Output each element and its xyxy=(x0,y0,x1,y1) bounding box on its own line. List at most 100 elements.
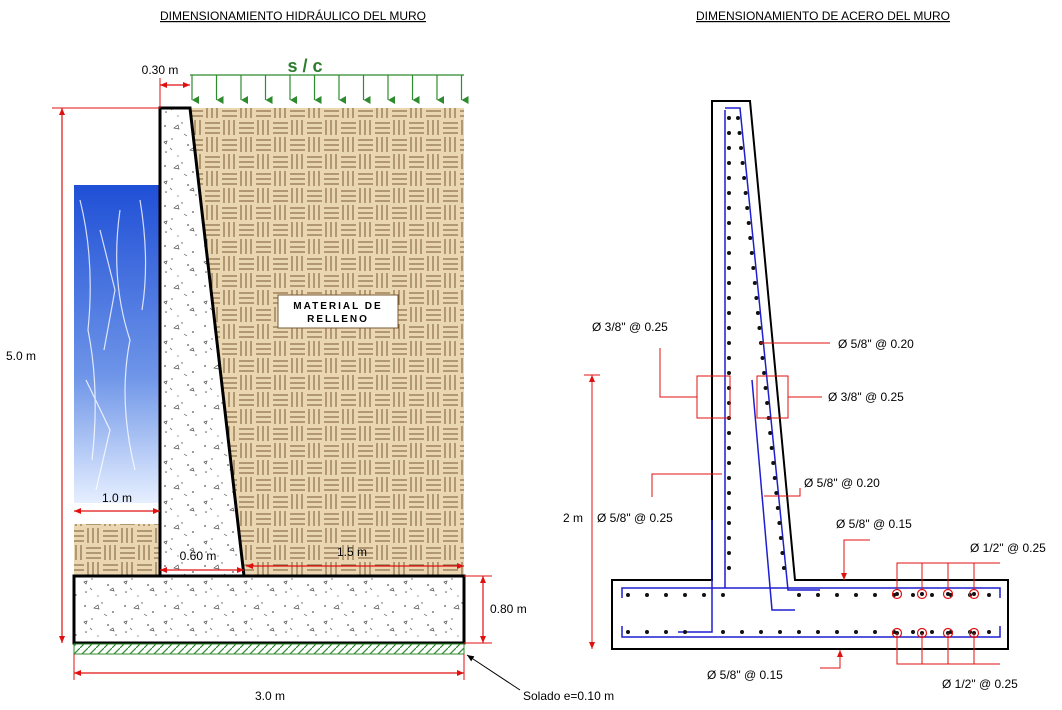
rebar-dot xyxy=(645,593,649,597)
rebar-dot xyxy=(736,116,740,120)
rebar-dot xyxy=(727,206,731,210)
rebar-dot xyxy=(746,221,751,225)
rebar-dot xyxy=(911,630,915,634)
rebar-dot xyxy=(721,593,725,597)
surcharge-arrows xyxy=(191,75,469,104)
transverse-bar-dot xyxy=(946,592,950,596)
rebar-dot xyxy=(835,630,839,634)
heel-dimension: 1.5 m xyxy=(337,545,367,559)
rebar-dot xyxy=(749,251,754,255)
rebar-dot xyxy=(727,116,731,120)
solado-leader xyxy=(466,654,521,691)
rebar-dot xyxy=(771,461,776,465)
height-dimension: 5.0 m xyxy=(6,349,36,363)
rebar-dot xyxy=(911,593,915,597)
rebar-dot xyxy=(702,593,706,597)
rebar-dot xyxy=(772,476,777,480)
rebar-dot xyxy=(727,236,731,240)
label-stem-back-horizontal: Ø 3/8" @ 0.25 xyxy=(828,390,904,404)
rebar-dot xyxy=(778,536,783,540)
rebar-dot xyxy=(745,206,750,210)
rebar-dot xyxy=(778,630,782,634)
rebar-dot xyxy=(727,536,731,540)
rebar-dot xyxy=(727,431,731,435)
rebar-dot xyxy=(727,191,731,195)
stem-base-dimension: 0.60 m xyxy=(180,549,217,563)
solado-layer xyxy=(73,643,465,655)
rebar-dots xyxy=(626,116,991,634)
rebar-dot xyxy=(769,446,774,450)
rebar-dot xyxy=(727,221,731,225)
rebar-dot xyxy=(626,593,630,597)
rebar-dot xyxy=(727,131,731,135)
rebar-dot xyxy=(748,236,753,240)
rebar-dot xyxy=(626,630,630,634)
rebar-dot xyxy=(727,281,731,285)
label-stem-front-lower: Ø 5/8" @ 0.25 xyxy=(597,511,673,525)
transverse-bar-dot xyxy=(920,592,924,596)
rebar-dot xyxy=(737,131,742,135)
rebar-dot xyxy=(854,593,858,597)
water-reflections xyxy=(79,199,147,491)
rebar-dot xyxy=(727,266,731,270)
rebar-dot xyxy=(987,630,991,634)
rebar-dot xyxy=(873,630,877,634)
label-stem-back-upper: Ø 5/8" @ 0.20 xyxy=(838,337,914,351)
rebar-dot xyxy=(742,176,747,180)
rebar-dot xyxy=(664,630,668,634)
rebar-dot xyxy=(727,311,731,315)
rebar-dot xyxy=(727,161,731,165)
rebar-dot xyxy=(740,161,745,165)
rebar-dot xyxy=(664,593,668,597)
rebar-dot xyxy=(727,341,731,345)
footing-top-bar xyxy=(621,587,1001,598)
steel-leaders xyxy=(584,342,1000,669)
rebar-dot xyxy=(752,281,757,285)
crown-dimension: 0.30 m xyxy=(142,63,179,77)
rebar-dot xyxy=(777,521,782,525)
rebar-dot xyxy=(757,326,762,330)
rebar-dot xyxy=(727,551,731,555)
rebar-dot xyxy=(760,356,765,360)
transverse-bar-dot xyxy=(972,592,976,596)
rebar-dot xyxy=(727,446,731,450)
stem-back-bar-lower xyxy=(751,379,795,611)
rebar-dot xyxy=(780,551,785,555)
solado-label: Solado e=0.10 m xyxy=(523,689,614,703)
rebar-dot xyxy=(727,476,731,480)
rebar-dot xyxy=(987,593,991,597)
fill-label-line1: MATERIAL DE xyxy=(293,301,382,312)
rebar-dot xyxy=(740,630,744,634)
rebar-dot xyxy=(797,630,801,634)
label-stem-front-bars: Ø 3/8" @ 0.25 xyxy=(592,320,668,334)
rebar-dot xyxy=(727,491,731,495)
rebar-dot xyxy=(683,630,687,634)
rebar-dot xyxy=(930,630,934,634)
rebar-dot xyxy=(854,630,858,634)
stem-front-bar-lower xyxy=(678,520,713,633)
fill-label-box xyxy=(277,294,399,329)
transverse-bars xyxy=(891,588,980,639)
stem-back-bar xyxy=(725,107,820,591)
rebar-dot xyxy=(727,521,731,525)
rebar-dot xyxy=(930,593,934,597)
steel-wall-outline xyxy=(611,100,1009,650)
rebar-dot xyxy=(754,296,759,300)
label-footing-top: Ø 5/8" @ 0.15 xyxy=(836,517,912,531)
transverse-bar-dot xyxy=(895,592,899,596)
rebar-dot xyxy=(727,146,731,150)
footing-bottom-bar xyxy=(621,626,1001,638)
rebar-dot xyxy=(816,630,820,634)
rebar-dot xyxy=(727,461,731,465)
left-wall-diagram: MATERIAL DE RELLENO s / c 0.30 m 5.0 m 1… xyxy=(6,56,614,703)
title-steel: DIMENSIONAMIENTO DE ACERO DEL MURO xyxy=(696,9,950,23)
rebar-dot xyxy=(727,371,731,375)
rebar-dot xyxy=(727,296,731,300)
rebar-dot xyxy=(755,311,760,315)
rebar-dot xyxy=(751,266,756,270)
rebar-dot xyxy=(765,401,770,405)
footing-dimension: 0.80 m xyxy=(490,602,527,616)
label-footing-top-transverse: Ø 1/2" @ 0.25 xyxy=(970,541,1046,555)
right-wall-diagram: Ø 3/8" @ 0.25 Ø 5/8" @ 0.20 Ø 3/8" @ 0.2… xyxy=(563,100,1046,691)
